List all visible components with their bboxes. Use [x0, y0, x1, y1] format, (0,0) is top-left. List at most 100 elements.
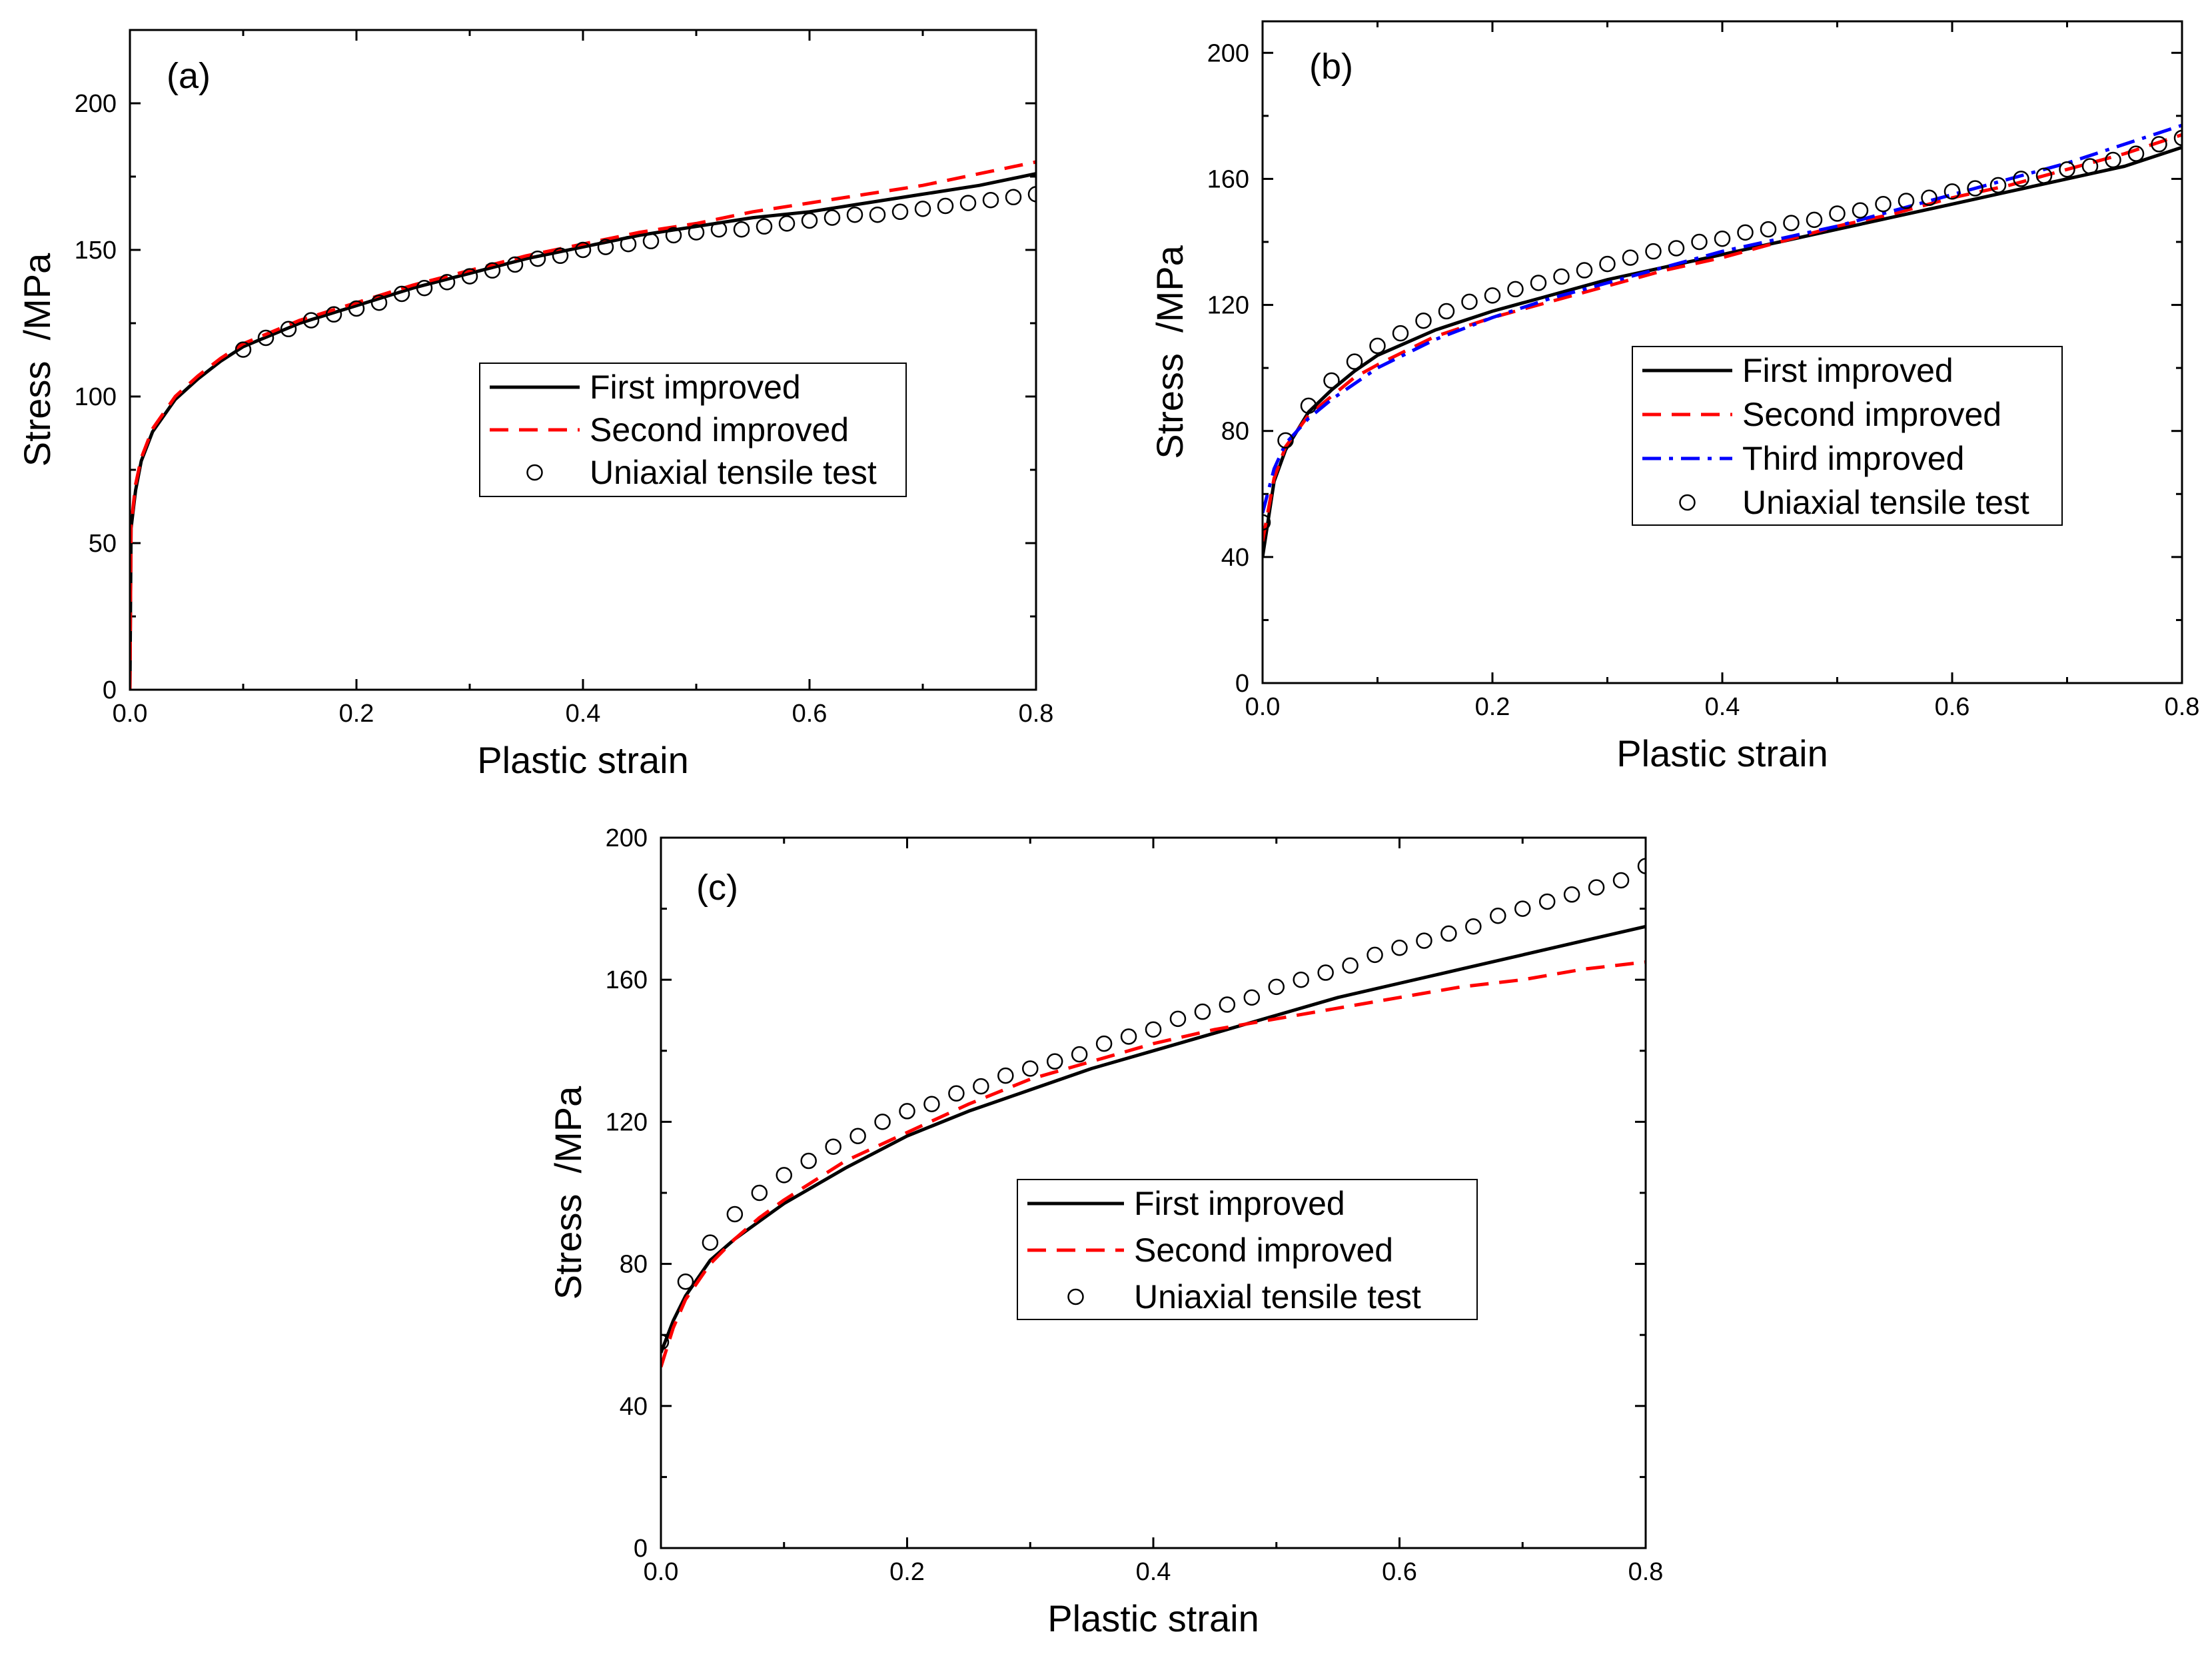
data-point: [370, 294, 388, 311]
y-axis-title: Stress /MPa: [1149, 245, 1191, 458]
data-point: [1465, 918, 1482, 935]
x-tick-label: 0.0: [644, 1558, 679, 1586]
legend-label: First improved: [590, 369, 801, 406]
y-tick-label: 160: [606, 966, 648, 994]
data-point: [937, 197, 954, 215]
data-point: [2059, 161, 2075, 178]
plot-frame: [1261, 20, 2183, 684]
y-tick-label: 120: [606, 1108, 648, 1136]
data-point: [1415, 312, 1432, 329]
data-point: [1622, 249, 1639, 266]
data-point: [1989, 177, 2007, 194]
series-line-third-improved: [1263, 123, 2182, 514]
legend: First improved Second improved Uniaxial te…: [479, 363, 907, 497]
data-point: [1438, 303, 1455, 320]
data-point: [825, 1138, 841, 1155]
data-point: [1268, 978, 1285, 996]
data-point: [923, 1096, 940, 1112]
series-line-second-improved: [1263, 133, 2182, 542]
panel-label: (c): [696, 868, 738, 908]
x-tick-label: 0.8: [1628, 1558, 1664, 1586]
data-point: [1576, 262, 1593, 279]
data-point: [1553, 268, 1570, 285]
plot-data: [1263, 123, 2182, 558]
data-point: [1714, 231, 1731, 247]
data-point: [1612, 872, 1630, 889]
data-point: [2013, 171, 2029, 187]
data-point: [1317, 964, 1334, 981]
data-point: [529, 250, 546, 267]
legend-label: Second improved: [590, 411, 849, 448]
data-point: [1538, 893, 1556, 910]
data-point: [1277, 432, 1294, 449]
data-point: [756, 218, 773, 235]
data-point: [461, 268, 478, 285]
data-point: [710, 221, 728, 238]
data-point: [1507, 281, 1524, 298]
data-point: [665, 227, 682, 244]
data-point: [1342, 957, 1359, 974]
x-axis-title: Plastic strain: [1616, 732, 1828, 774]
data-point: [677, 1273, 694, 1290]
legend-label: Third improved: [1742, 440, 1964, 477]
data-point: [1490, 908, 1506, 924]
panel-label: (b): [1309, 47, 1353, 87]
data-point: [849, 1128, 866, 1144]
data-point: [1300, 397, 1317, 414]
data-point: [874, 1114, 891, 1130]
data-point: [506, 256, 524, 273]
data-point: [948, 1085, 965, 1102]
plot-data: [661, 858, 1646, 1367]
data-point: [891, 203, 909, 221]
x-axis-title: Plastic strain: [477, 739, 688, 781]
series-line-second-improved: [130, 160, 1036, 690]
data-point: [1027, 186, 1036, 203]
data-point: [1943, 183, 1961, 200]
x-tick-label: 0.4: [1136, 1558, 1171, 1586]
data-point: [642, 233, 660, 250]
data-point: [393, 285, 410, 303]
legend: First improved Second improved Uniaxial te…: [1017, 1179, 1478, 1320]
y-tick-label: 200: [75, 90, 117, 118]
data-point: [1346, 353, 1363, 370]
data-point: [1668, 240, 1685, 257]
data-point: [2151, 136, 2167, 153]
data-point: [280, 321, 297, 338]
data-point: [869, 206, 886, 223]
data-point: [778, 215, 796, 232]
data-point: [1369, 337, 1386, 355]
y-axis-title: Stress /MPa: [16, 253, 58, 466]
data-point: [552, 247, 569, 265]
legend: First improved Second improved Third impro…: [1632, 346, 2063, 526]
data-point: [914, 201, 931, 217]
y-tick-label: 80: [1221, 418, 1249, 446]
data-point: [1323, 372, 1340, 389]
y-tick-label: 160: [1207, 165, 1249, 193]
x-tick-label: 0.8: [2165, 693, 2200, 721]
legend-label: First improved: [1134, 1185, 1345, 1222]
data-point: [1194, 1003, 1211, 1020]
x-axis-title: Plastic strain: [1047, 1597, 1259, 1639]
y-tick-label: 40: [1221, 544, 1249, 572]
data-point: [620, 235, 637, 253]
legend-marker: [1679, 494, 1696, 511]
data-point: [776, 1167, 792, 1184]
data-point: [1783, 215, 1800, 231]
data-point: [982, 191, 999, 209]
x-tick-label: 0.6: [1935, 693, 1970, 721]
legend-label: Uniaxial tensile test: [1742, 484, 2029, 521]
data-point: [959, 195, 977, 211]
data-point: [1440, 925, 1457, 942]
x-tick-label: 0.2: [339, 700, 374, 728]
legend-marker: [526, 464, 543, 481]
legend-label: Second improved: [1742, 396, 2001, 433]
chart-panel-c: 0.0 0.2 0.4 0.6 0.8 0 40 80 120 160 200 Plastic str…: [547, 824, 1663, 1639]
data-point: [726, 1206, 744, 1223]
y-tick-label: 100: [75, 383, 117, 411]
data-point: [899, 1103, 915, 1120]
chart-panel-b: 0.0 0.2 0.4 0.6 0.8 0 40 80 120 160 200 Plastic str…: [1149, 20, 2200, 774]
data-point: [973, 1078, 989, 1095]
data-point: [1514, 900, 1531, 917]
data-point: [2035, 167, 2053, 184]
data-point: [1461, 293, 1478, 311]
